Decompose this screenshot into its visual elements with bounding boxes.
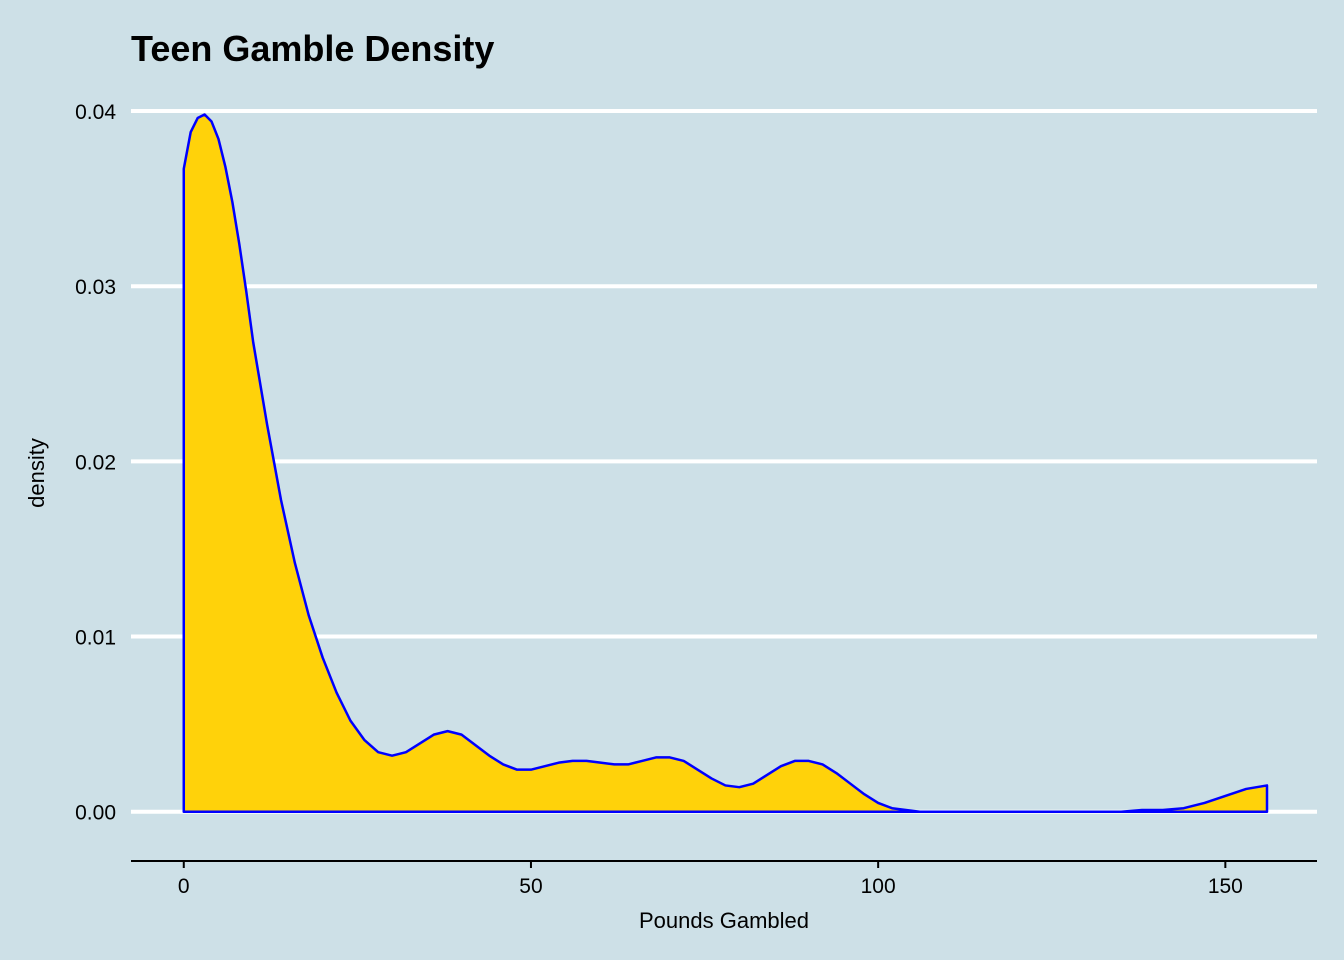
density-area [182,113,1269,813]
y-tick-label-3: 0.03 [75,276,116,299]
y-axis: 0.00 0.01 0.02 0.03 0.04 [75,101,116,825]
y-axis-title: density [24,438,49,508]
y-tick-label-0: 0.00 [75,802,116,825]
x-tick-label-0: 0 [178,875,190,898]
y-tick-label-4: 0.04 [75,101,116,124]
plot-area [182,113,1269,813]
x-tick-label-1: 50 [519,875,542,898]
x-tick-label-3: 150 [1208,875,1243,898]
x-tick-label-2: 100 [861,875,896,898]
x-axis: 0 50 100 150 [131,860,1317,898]
chart-title: Teen Gamble Density [131,28,494,69]
y-tick-label-1: 0.01 [75,627,116,650]
x-axis-title: Pounds Gambled [639,908,809,933]
y-tick-label-2: 0.02 [75,451,116,474]
